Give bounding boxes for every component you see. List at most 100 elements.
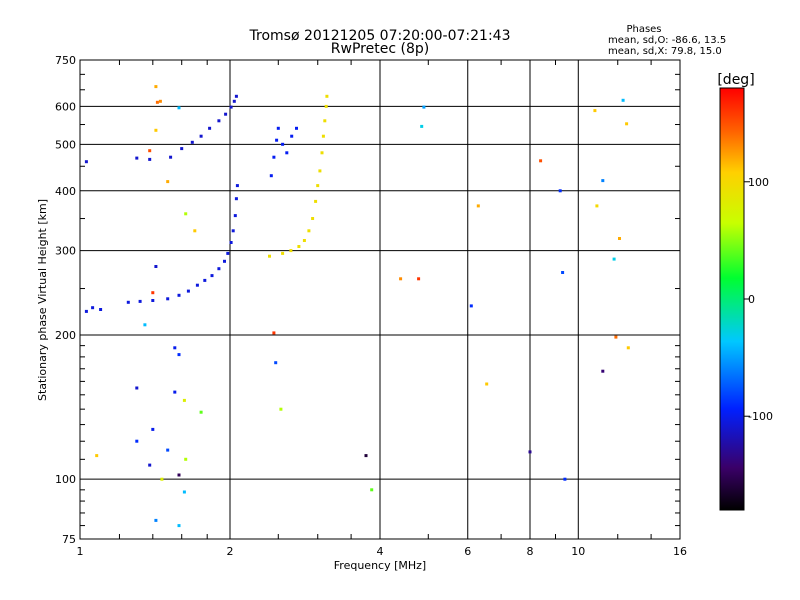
data-point	[272, 155, 276, 159]
data-point	[151, 291, 155, 295]
data-point	[364, 454, 368, 458]
data-point	[177, 524, 181, 528]
chart-title: Tromsø 20121205 07:20:00-07:21:43	[249, 28, 511, 44]
x-tick-label: 10	[571, 545, 585, 558]
y-tick-label: 100	[55, 473, 76, 486]
data-point	[177, 473, 181, 477]
data-point	[323, 119, 327, 123]
data-point	[320, 151, 324, 155]
data-point	[274, 361, 278, 365]
data-point	[148, 157, 152, 161]
data-point	[563, 477, 567, 481]
colorbar-ticks: 100 0 -100	[744, 176, 773, 423]
data-point	[99, 308, 103, 311]
data-point	[618, 237, 621, 240]
data-point	[279, 407, 283, 411]
data-point	[151, 427, 155, 431]
data-point	[173, 390, 177, 394]
y-tick-label: 75	[62, 533, 76, 546]
data-point	[272, 331, 276, 335]
data-point	[154, 85, 158, 89]
data-point	[84, 309, 88, 313]
x-tick-label: 4	[377, 545, 384, 558]
data-point	[561, 271, 565, 274]
data-point	[217, 119, 221, 123]
data-point	[234, 197, 238, 201]
data-point	[595, 204, 599, 208]
data-point	[612, 257, 616, 261]
data-point	[217, 267, 221, 271]
data-point	[190, 140, 194, 144]
data-point	[184, 212, 188, 216]
data-point	[621, 98, 625, 102]
data-point	[528, 450, 532, 454]
data-point	[289, 249, 293, 253]
x-axis-label: Frequency [MHz]	[334, 559, 426, 572]
x-tick-label: 1	[77, 545, 84, 558]
data-point	[269, 174, 273, 178]
x-tick-label: 2	[227, 545, 234, 558]
data-point	[420, 124, 424, 128]
data-point	[184, 457, 188, 461]
data-point	[318, 169, 322, 173]
data-point	[193, 229, 197, 233]
data-point	[199, 410, 203, 414]
colorbar-tick-label: 100	[748, 176, 769, 189]
data-point	[186, 289, 190, 293]
data-point	[370, 488, 374, 492]
data-point	[316, 184, 320, 188]
data-point	[169, 155, 173, 159]
data-point	[126, 300, 130, 304]
data-point	[91, 306, 95, 310]
data-point	[311, 217, 315, 220]
data-point	[229, 241, 233, 244]
y-tick-label: 750	[55, 54, 76, 67]
data-point	[160, 477, 164, 481]
data-point	[324, 104, 328, 108]
data-point	[84, 160, 88, 164]
axis-ticks: 1 2 4 6 8 10 16 75 100 200 300 400 500 600 750	[55, 54, 687, 558]
data-point	[268, 254, 271, 258]
data-point	[138, 299, 142, 303]
data-point	[166, 448, 170, 452]
data-point	[182, 490, 186, 494]
colorbar-label: [deg]	[717, 72, 754, 88]
data-point	[166, 180, 170, 184]
data-point	[148, 463, 152, 467]
x-tick-label: 6	[464, 545, 471, 558]
data-point	[325, 94, 329, 98]
y-tick-label: 300	[55, 245, 76, 258]
data-point	[233, 214, 237, 218]
chart-subtitle: RwPretec (8p)	[331, 41, 429, 57]
data-point	[321, 134, 325, 138]
data-point	[614, 335, 618, 339]
data-point	[148, 149, 152, 153]
data-point	[539, 159, 543, 163]
y-axis-label: Stationary phase Virtual Height [km]	[36, 199, 49, 401]
data-point	[314, 199, 318, 203]
y-tick-label: 400	[55, 185, 76, 198]
colorbar	[719, 87, 745, 511]
data-point	[601, 179, 605, 183]
data-point	[625, 122, 629, 126]
data-point	[135, 439, 139, 443]
data-point	[626, 346, 630, 350]
data-point	[154, 518, 158, 522]
data-point	[231, 229, 235, 233]
y-tick-label: 600	[55, 100, 76, 113]
data-point	[155, 100, 159, 104]
data-point	[601, 369, 605, 373]
data-point	[203, 278, 207, 282]
x-tick-label: 8	[527, 545, 534, 558]
data-point	[281, 142, 285, 146]
data-point	[302, 239, 306, 242]
data-point	[158, 99, 162, 103]
data-point	[177, 353, 181, 357]
data-point	[275, 138, 279, 142]
data-point	[290, 134, 294, 138]
data-point	[224, 112, 228, 116]
data-point	[180, 147, 184, 151]
data-point	[226, 251, 230, 255]
data-point	[177, 293, 181, 297]
